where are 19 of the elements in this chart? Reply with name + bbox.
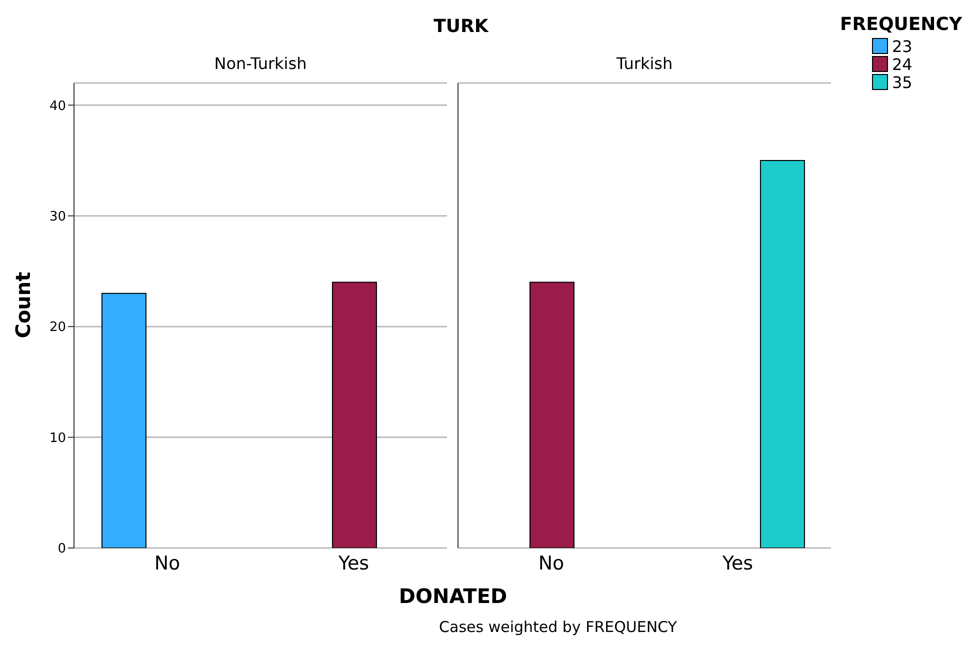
x-tick-label: Yes: [337, 552, 370, 574]
y-tick-label: 40: [49, 98, 66, 114]
chart-title: Turkish: [615, 54, 674, 73]
x-tick-label: Yes: [721, 552, 754, 574]
y-tick-label: 0: [58, 542, 66, 557]
y-axis-title: Count: [11, 270, 35, 340]
x-axis-title: DONATED: [398, 584, 508, 608]
legend-label: 24: [892, 54, 912, 74]
text: TURK: [432, 16, 490, 37]
y-tick-label: 10: [49, 430, 66, 446]
y-tick-label: 30: [49, 209, 66, 224]
text: Cases weighted by FREQUENCY: [438, 618, 678, 636]
legend-title: FREQUENCY: [840, 14, 962, 35]
chart-title: Non-Turkish: [213, 54, 308, 73]
legend-label: 23: [892, 36, 912, 56]
x-tick-label: No: [538, 552, 564, 574]
x-tick-label: No: [154, 552, 180, 574]
y-tick-label: 20: [49, 320, 66, 336]
legend-label: 35: [892, 72, 912, 92]
